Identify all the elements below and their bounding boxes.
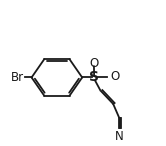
- Text: Br: Br: [11, 71, 24, 84]
- Text: O: O: [111, 70, 120, 83]
- Text: N: N: [115, 130, 124, 143]
- Text: S: S: [89, 71, 99, 85]
- Text: O: O: [89, 57, 98, 70]
